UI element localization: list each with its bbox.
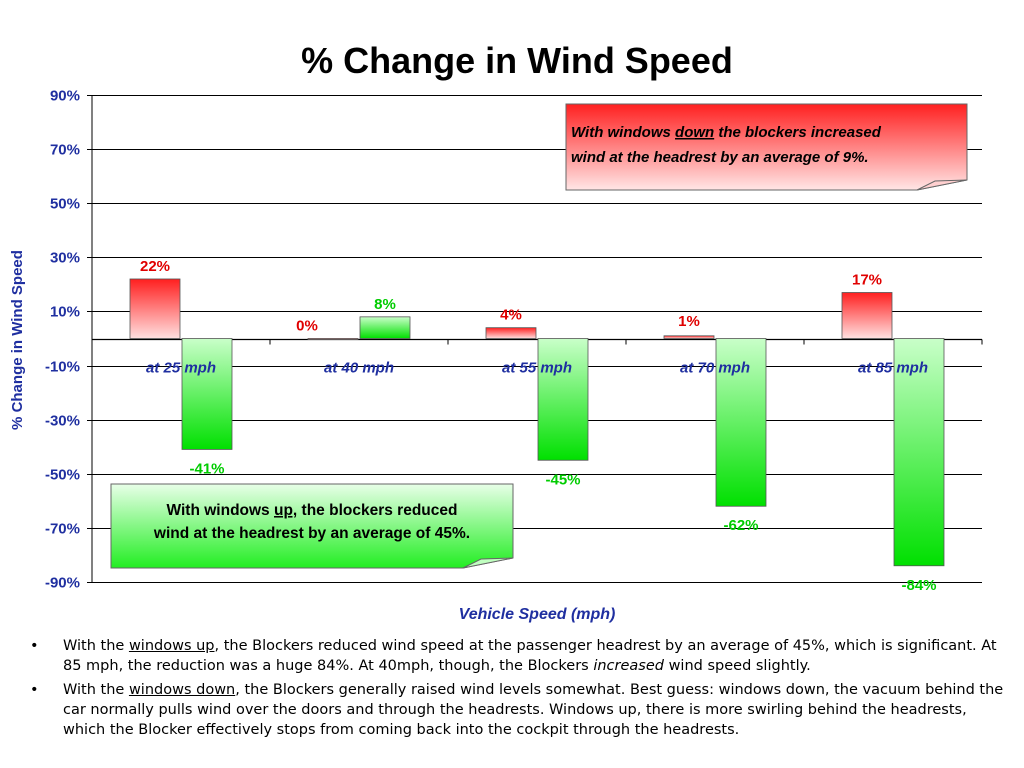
- callout-up-line2: wind at the headrest by an average of 45…: [153, 525, 470, 542]
- y-tick-label: 70%: [50, 142, 80, 159]
- category-label: at 70 mph: [680, 360, 750, 377]
- y-tick-label: 30%: [50, 250, 80, 267]
- data-label: 4%: [500, 307, 522, 324]
- callout-up-text-1: With windows: [167, 502, 275, 519]
- callout-windows-down: With windows down the blockers increased…: [565, 103, 968, 191]
- data-label: -45%: [545, 471, 580, 488]
- callout-down-line2: wind at the headrest by an average of 9%…: [571, 149, 869, 166]
- category-label: at 25 mph: [146, 360, 216, 377]
- bar-series-1: [485, 327, 537, 339]
- callout-up-emphasis: up,: [274, 502, 297, 519]
- note-link-windows-down: windows down: [128, 682, 236, 698]
- category-labels: at 25 mph at 40 mph at 55 mph at 70 mph at 8…: [146, 360, 928, 377]
- y-tick-labels: 90% 70% 50% 30% 10% -10% -30% -50% -70% -90%: [45, 88, 80, 592]
- notes-list: With the windows up, the Blockers reduce…: [30, 636, 1005, 744]
- svg-text:With windows up, the blockers: With windows up, the blockers reduced: [167, 502, 458, 519]
- data-label: 8%: [374, 296, 396, 313]
- y-tick-label: -90%: [45, 575, 80, 592]
- data-labels: 22% -41% 0% 8% 4% -45% 1% -62% 17% -84%: [140, 258, 937, 594]
- y-axis-title: % Change in Wind Speed: [9, 250, 26, 430]
- x-axis-title: Vehicle Speed (mph): [459, 606, 616, 623]
- bar-series-2: [537, 338, 589, 461]
- bar-series-1: [307, 338, 359, 340]
- callout-windows-up: With windows up, the blockers reduced wi…: [110, 483, 514, 569]
- note-windows-up: With the windows up, the Blockers reduce…: [30, 636, 1005, 676]
- y-tick-label: 90%: [50, 88, 80, 105]
- bar-series-2: [181, 338, 233, 450]
- data-label: 17%: [852, 272, 882, 289]
- bar-series-1: [841, 292, 893, 339]
- y-tick-label: -50%: [45, 467, 80, 484]
- data-label: -62%: [723, 517, 758, 534]
- note-link-windows-up: windows up: [128, 638, 215, 654]
- callout-down-text-1: With windows: [571, 124, 675, 141]
- callout-down-text-2: the blockers increased: [714, 124, 882, 141]
- callout-up-text-2: the blockers reduced: [297, 502, 457, 519]
- data-label: -41%: [189, 460, 224, 477]
- bar-series-2: [715, 338, 767, 507]
- data-label: 22%: [140, 258, 170, 275]
- svg-text:With windows down the blockers: With windows down the blockers increased: [571, 124, 882, 141]
- note-windows-down: With the windows down, the Blockers gene…: [30, 680, 1005, 740]
- bar-series-2: [359, 316, 411, 339]
- y-tick-label: -30%: [45, 413, 80, 430]
- callout-down-emphasis: down: [675, 124, 714, 141]
- bar-series-1: [663, 335, 715, 339]
- bar-chart: 90% 70% 50% 30% 10% -10% -30% -50% -70% -90% at 2…: [9, 88, 983, 623]
- category-label: at 40 mph: [324, 360, 394, 377]
- category-label: at 85 mph: [858, 360, 928, 377]
- y-tick-label: 50%: [50, 196, 80, 213]
- bar-series-1: [129, 278, 181, 339]
- data-label: 0%: [296, 318, 318, 335]
- y-tick-label: -10%: [45, 359, 80, 376]
- data-label: 1%: [678, 313, 700, 330]
- bar-series-2: [893, 338, 945, 567]
- bars: [129, 278, 945, 567]
- chart-title: % Change in Wind Speed: [301, 40, 733, 81]
- y-tick-label: -70%: [45, 521, 80, 538]
- y-tick-label: 10%: [50, 304, 80, 321]
- category-label: at 55 mph: [502, 360, 572, 377]
- data-label: -84%: [901, 577, 936, 594]
